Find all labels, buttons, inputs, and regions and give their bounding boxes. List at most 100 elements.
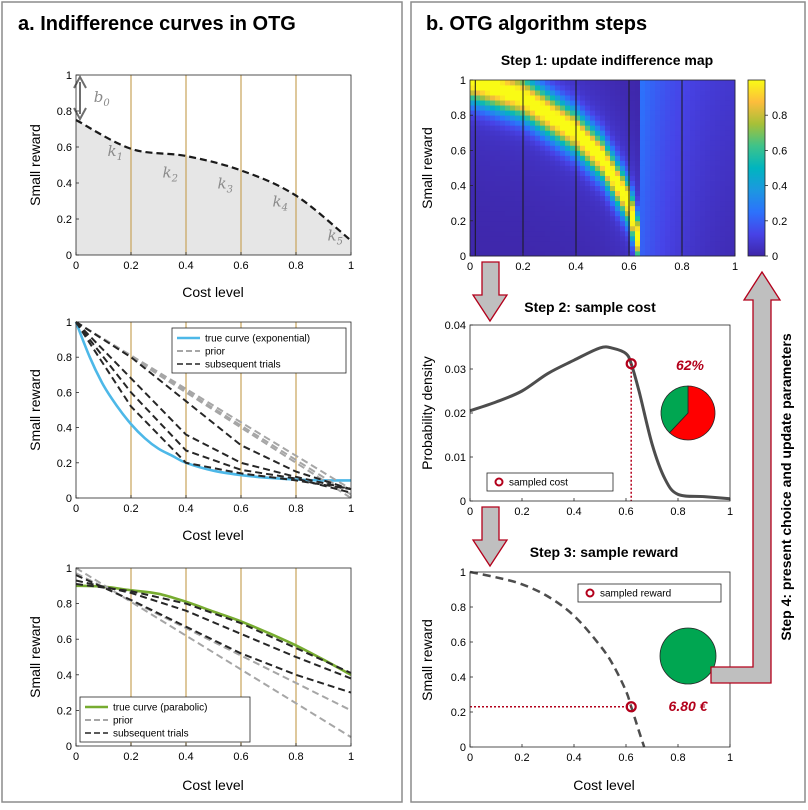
- heatmap-cell: [535, 245, 541, 252]
- heatmap-cell: [670, 155, 676, 161]
- heatmap-cell: [710, 250, 716, 257]
- heatmap-cell: [665, 220, 671, 227]
- heatmap-cell: [485, 95, 491, 101]
- heatmap-cell: [675, 245, 681, 252]
- heatmap-cell: [470, 135, 476, 141]
- heatmap-cell: [495, 210, 501, 217]
- a2-xtick-label: 0.2: [123, 503, 138, 515]
- heatmap-cell: [585, 230, 591, 237]
- heatmap-cell: [490, 100, 496, 106]
- heatmap-cell: [545, 235, 551, 242]
- heatmap-cell: [485, 180, 491, 186]
- heatmap-cell: [630, 240, 636, 247]
- heatmap-cell: [715, 250, 721, 257]
- heatmap-cell: [515, 235, 521, 242]
- heatmap-cell: [710, 175, 716, 181]
- heatmap-cell: [495, 135, 501, 141]
- heatmap-cell: [730, 205, 736, 212]
- heatmap-cell: [660, 245, 666, 252]
- heatmap-cell: [630, 190, 636, 197]
- heatmap-cell: [545, 215, 551, 222]
- colorbar: [747, 79, 766, 257]
- heatmap-cell: [510, 205, 516, 212]
- heatmap-cell: [685, 120, 691, 126]
- heatmap-cell: [505, 90, 511, 96]
- heatmap-cell: [495, 125, 501, 131]
- heatmap-cell: [470, 245, 476, 252]
- heatmap-cell: [545, 200, 551, 207]
- heatmap-cell: [615, 130, 621, 136]
- heatmap-cell: [700, 130, 706, 136]
- heatmap-cell: [650, 210, 656, 217]
- heatmap-cell: [680, 205, 686, 212]
- heatmap-cell: [700, 125, 706, 131]
- heatmap-cell: [720, 210, 726, 217]
- heatmap-cell: [595, 160, 601, 166]
- heatmap-cell: [510, 155, 516, 161]
- heatmap-cell: [620, 105, 626, 111]
- heatmap-cell: [710, 120, 716, 126]
- legend: true curve (exponential)priorsubsequent …: [171, 327, 347, 374]
- heatmap-cell: [650, 90, 656, 96]
- heatmap-cell: [570, 120, 576, 126]
- heatmap-cell: [565, 100, 571, 106]
- heatmap-cell: [485, 145, 491, 151]
- heatmap-cell: [660, 235, 666, 242]
- heatmap-cell: [495, 155, 501, 161]
- heatmap-cell: [525, 210, 531, 217]
- heatmap-cell: [690, 150, 696, 156]
- heatmap-cell: [580, 240, 586, 247]
- heatmap-cell: [585, 120, 591, 126]
- heatmap-cell: [590, 205, 596, 212]
- heatmap-cell: [600, 120, 606, 126]
- heatmap-cell: [575, 205, 581, 212]
- heatmap-cell: [525, 110, 531, 116]
- heatmap-cell: [480, 220, 486, 227]
- heatmap-cell: [475, 230, 481, 237]
- heatmap-cell: [545, 245, 551, 252]
- heatmap-cell: [470, 235, 476, 242]
- heatmap-cell: [665, 200, 671, 207]
- heatmap-cell: [715, 205, 721, 212]
- heatmap-cell: [495, 80, 501, 86]
- heatmap-cell: [500, 215, 506, 222]
- heatmap-cell: [615, 210, 621, 217]
- heatmap-cell: [730, 160, 736, 166]
- heatmap-cell: [710, 150, 716, 156]
- heatmap-cell: [650, 115, 656, 121]
- heatmap-cell: [525, 170, 531, 176]
- heatmap-cell: [690, 185, 696, 192]
- heatmap-cell: [560, 80, 566, 86]
- heatmap-cell: [655, 205, 661, 212]
- heatmap-cell: [690, 235, 696, 242]
- heatmap-cell: [660, 85, 666, 91]
- heatmap-cell: [695, 100, 701, 106]
- heatmap-cell: [615, 245, 621, 252]
- heatmap-cell: [690, 180, 696, 186]
- heatmap-cell: [605, 225, 611, 232]
- heatmap-cell: [635, 245, 641, 252]
- heatmap-cell: [595, 225, 601, 232]
- heatmap-cell: [475, 100, 481, 106]
- heatmap-cell: [555, 130, 561, 136]
- heatmap-cell: [490, 240, 496, 247]
- heatmap-cell: [585, 170, 591, 176]
- heatmap-cell: [540, 140, 546, 146]
- heatmap-cell: [660, 150, 666, 156]
- heatmap-cell: [700, 140, 706, 146]
- heatmap-cell: [470, 240, 476, 247]
- heatmap-cell: [725, 220, 731, 227]
- heatmap-cell: [560, 155, 566, 161]
- heatmap-cell: [505, 240, 511, 247]
- heatmap-cell: [585, 110, 591, 116]
- heatmap-cell: [470, 225, 476, 232]
- heatmap-cell: [680, 180, 686, 186]
- heatmap-cell: [555, 165, 561, 171]
- heatmap-cell: [595, 185, 601, 192]
- heatmap-cell: [495, 180, 501, 186]
- heatmap-cell: [715, 115, 721, 121]
- heatmap-cell: [725, 130, 731, 136]
- heatmap-cell: [645, 160, 651, 166]
- heatmap-cell: [480, 90, 486, 96]
